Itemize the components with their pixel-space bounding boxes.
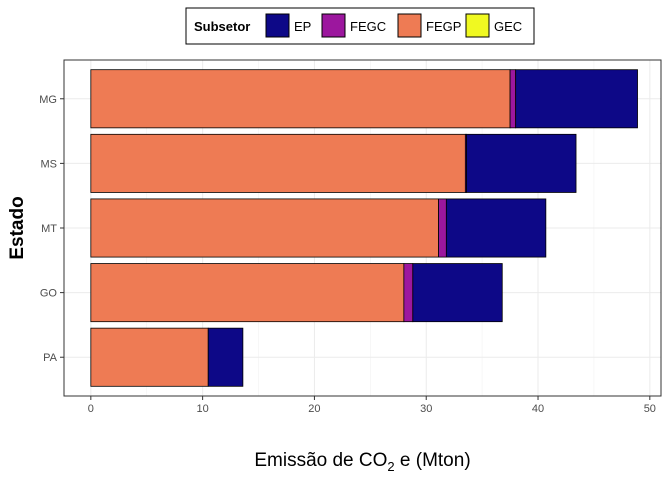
bar-ep-pa bbox=[207, 327, 244, 387]
x-tick-label: 50 bbox=[644, 403, 656, 415]
bar-ep-mg bbox=[515, 69, 638, 129]
y-tick-label: MG bbox=[39, 94, 57, 106]
x-tick-label: 10 bbox=[197, 403, 209, 415]
y-tick-label: MT bbox=[41, 223, 57, 235]
bar-fegp-mt bbox=[90, 198, 439, 258]
x-tick-label: 0 bbox=[88, 403, 94, 415]
plot-area: 0 10 20 30 40 50 PA GO MT MS MG bbox=[39, 59, 662, 415]
legend-key-fegc bbox=[321, 13, 346, 38]
bar-ep-mt bbox=[445, 198, 547, 258]
legend-label-ep: EP bbox=[294, 19, 311, 34]
legend-key-ep bbox=[265, 13, 290, 38]
x-tick-label: 40 bbox=[532, 403, 544, 415]
bar-fegc-mt bbox=[438, 198, 447, 258]
bar-fegc-mg bbox=[509, 69, 517, 129]
bar-fegc-go bbox=[403, 263, 414, 323]
bar-ep-ms bbox=[466, 133, 577, 193]
x-axis-title: Emissão de CO2 e (Mton) bbox=[254, 450, 470, 474]
bar-fegp-mg bbox=[90, 69, 511, 129]
legend-title: Subsetor bbox=[194, 19, 250, 34]
legend-key-fegp bbox=[397, 13, 422, 38]
bar-ep-go bbox=[412, 263, 503, 323]
x-tick-label: 20 bbox=[308, 403, 320, 415]
bar-fegp-ms bbox=[90, 133, 466, 193]
legend-key-gec bbox=[465, 13, 490, 38]
legend: Subsetor EP FEGC FEGP GEC bbox=[185, 7, 535, 45]
y-tick-label: GO bbox=[40, 288, 58, 300]
y-tick-label: PA bbox=[43, 352, 58, 364]
x-tick-label: 30 bbox=[420, 403, 432, 415]
legend-label-fegc: FEGC bbox=[350, 19, 386, 34]
y-axis-title: Estado bbox=[7, 196, 28, 259]
bar-fegp-go bbox=[90, 263, 405, 323]
legend-label-fegp: FEGP bbox=[426, 19, 461, 34]
legend-label-gec: GEC bbox=[494, 19, 522, 34]
y-tick-label: MS bbox=[41, 158, 58, 170]
bar-fegp-pa bbox=[90, 327, 209, 387]
